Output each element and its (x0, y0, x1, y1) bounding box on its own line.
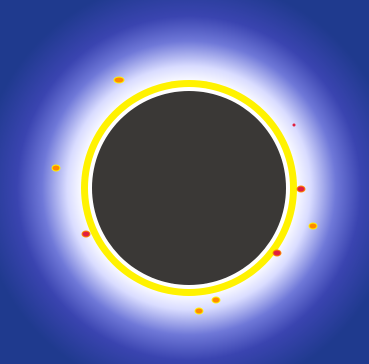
moon-disk (92, 91, 286, 285)
prominence (211, 296, 221, 304)
prominence (296, 185, 306, 193)
prominence (308, 222, 318, 230)
prominence (81, 230, 91, 238)
prominence (113, 76, 125, 84)
prominence (51, 164, 61, 172)
prominence (194, 307, 204, 315)
prominence (292, 123, 296, 127)
prominence (272, 249, 282, 257)
